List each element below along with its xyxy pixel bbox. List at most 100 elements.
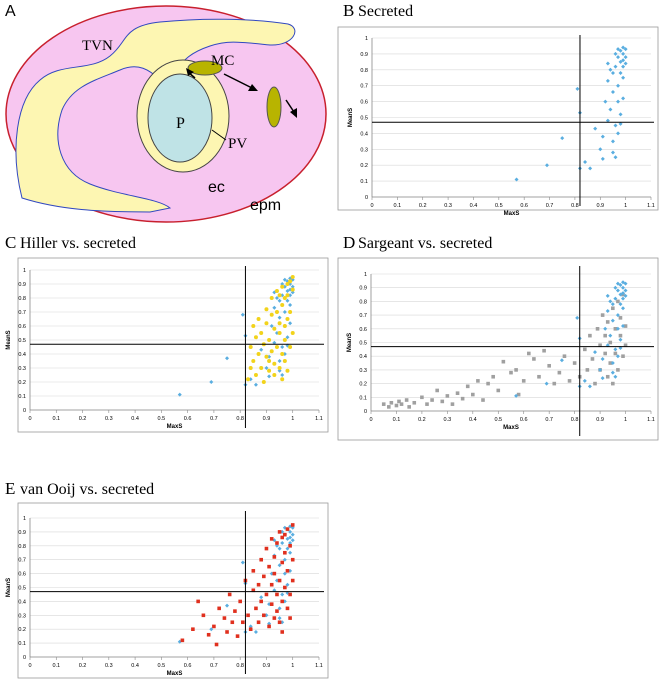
- point: [217, 606, 221, 611]
- point: [227, 592, 232, 597]
- point: [290, 275, 295, 279]
- point: [389, 400, 394, 405]
- y-tick-label: 0.5: [18, 586, 26, 592]
- x-tick-label: 0.6: [520, 417, 528, 423]
- point: [613, 347, 618, 352]
- chart-frame: [337, 26, 659, 211]
- point: [455, 391, 460, 395]
- y-tick-label: 1: [23, 516, 26, 522]
- x-tick-label: 0.3: [105, 416, 113, 422]
- point: [288, 279, 293, 284]
- y-tick-label: 0.7: [359, 313, 367, 319]
- point: [621, 296, 625, 301]
- point: [274, 296, 279, 300]
- point: [241, 620, 245, 625]
- point: [285, 298, 290, 303]
- chart-frame: [337, 257, 659, 441]
- point: [598, 147, 603, 152]
- point: [290, 290, 295, 295]
- point: [282, 359, 287, 363]
- point: [177, 392, 182, 397]
- panel-label: D: [343, 233, 355, 252]
- point: [590, 357, 595, 361]
- y-tick-label: 0: [364, 409, 367, 415]
- point: [282, 296, 287, 300]
- point: [259, 366, 264, 370]
- x-tick-label: 0.9: [596, 203, 604, 209]
- point: [269, 602, 274, 606]
- point: [559, 358, 564, 363]
- point: [623, 293, 628, 298]
- point: [600, 134, 605, 139]
- y-tick-label: 1: [364, 272, 367, 278]
- point: [253, 629, 258, 634]
- point: [445, 394, 450, 398]
- y-tick-label: 0.7: [360, 84, 368, 90]
- point: [532, 357, 536, 361]
- point: [248, 627, 253, 631]
- point: [623, 288, 628, 293]
- pointer: [211, 129, 227, 141]
- x-tick-label: 0.4: [469, 417, 477, 423]
- x-tick-label: 0.9: [596, 417, 604, 423]
- point: [583, 160, 588, 165]
- parasite: [147, 73, 213, 163]
- arrow-head: [248, 84, 258, 91]
- point: [280, 377, 285, 382]
- point: [275, 609, 279, 613]
- panel-label: A: [5, 3, 16, 20]
- y-tick-label: 0.4: [359, 354, 367, 360]
- point: [615, 354, 620, 359]
- x-tick-label: 0.1: [393, 417, 401, 423]
- y-tick-label: 0.1: [18, 641, 26, 647]
- label-pv: PV: [228, 136, 247, 152]
- point: [264, 366, 269, 370]
- y-tick-label: 0.7: [18, 310, 26, 316]
- point: [399, 402, 404, 406]
- label-ec: ec: [208, 179, 225, 196]
- point: [267, 368, 272, 373]
- point: [623, 47, 628, 52]
- point: [514, 177, 519, 182]
- point: [616, 131, 621, 136]
- arrow-head: [186, 68, 194, 76]
- point: [616, 299, 620, 304]
- label-tvn: TVN: [82, 38, 113, 54]
- chart-title: van Ooij vs. secreted: [20, 481, 154, 498]
- point: [618, 337, 623, 342]
- point: [616, 47, 621, 52]
- point: [621, 354, 625, 358]
- point: [254, 606, 258, 611]
- point: [544, 381, 549, 386]
- point: [225, 603, 230, 608]
- x-tick-label: 0.8: [236, 663, 244, 669]
- x-tick-label: 0.6: [184, 663, 192, 669]
- point: [285, 606, 290, 611]
- point: [262, 574, 266, 579]
- point: [259, 347, 264, 352]
- x-tick-label: 0.1: [52, 416, 60, 422]
- diagram: A TVN MC P PV ec epm: [5, 3, 327, 223]
- y-tick-label: 1: [365, 36, 368, 42]
- point: [435, 388, 439, 393]
- point: [613, 64, 618, 69]
- y-tick-label: 0.8: [18, 296, 26, 302]
- point: [514, 368, 518, 372]
- x-tick-label: 0.4: [131, 663, 139, 669]
- point: [288, 592, 292, 597]
- point: [600, 356, 605, 361]
- point: [618, 121, 623, 126]
- point: [621, 64, 626, 69]
- point: [621, 45, 626, 50]
- point: [618, 112, 623, 117]
- point: [277, 616, 282, 621]
- point: [277, 321, 282, 326]
- x-tick-label: 0: [28, 416, 31, 422]
- point: [280, 560, 285, 565]
- point: [613, 123, 618, 128]
- point: [275, 541, 279, 545]
- x-tick-label: 1: [291, 416, 294, 422]
- x-tick-label: 0: [369, 417, 372, 423]
- point: [253, 335, 258, 340]
- x-tick-label: 0.5: [495, 203, 503, 209]
